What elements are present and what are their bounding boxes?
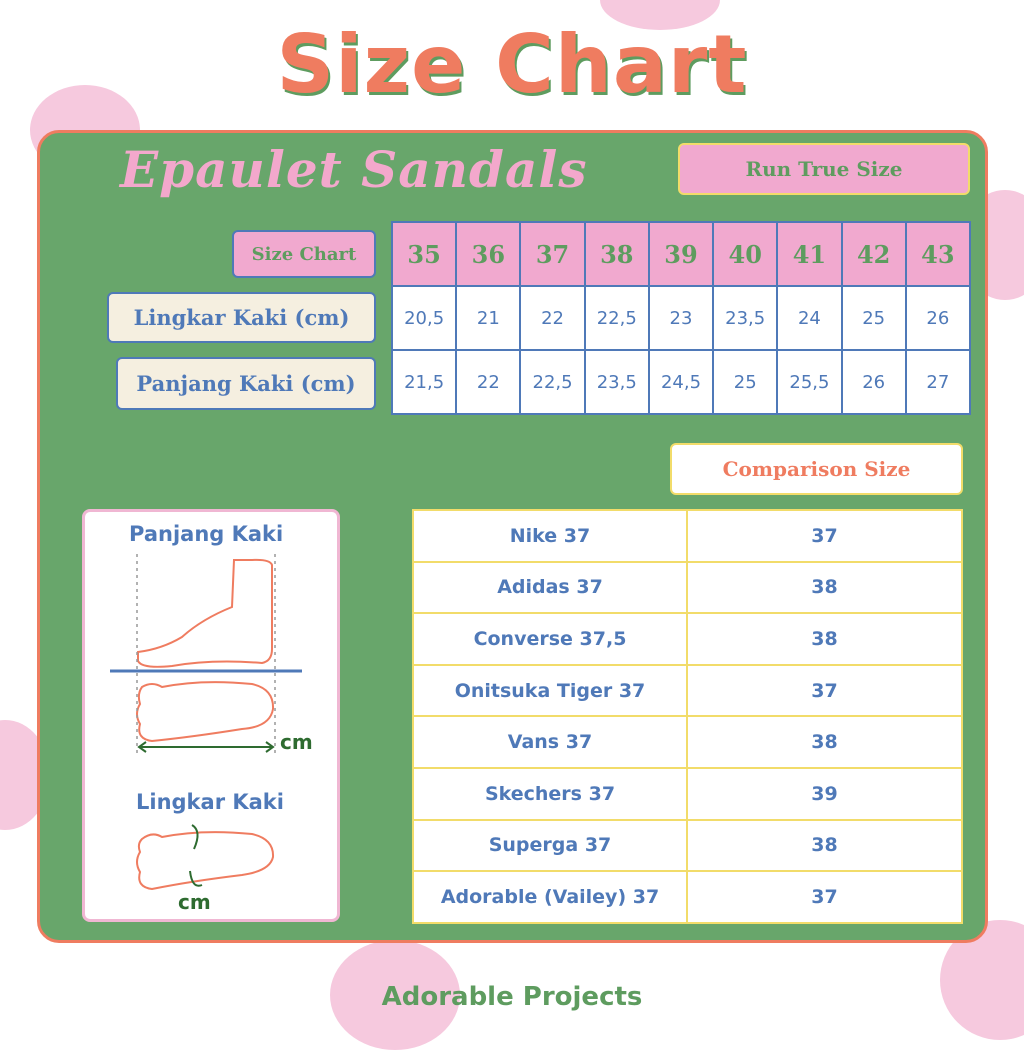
- size-value-cell: 25,5: [776, 349, 843, 415]
- size-value-cell: 22: [519, 285, 586, 351]
- comparison-size: 38: [686, 560, 963, 615]
- comparison-row: Converse 37,5 38: [412, 612, 963, 666]
- lingkar-row: 20,5 21 22 22,5 23 23,5 24 25 26: [390, 285, 972, 351]
- row-label-panjang: Panjang Kaki (cm): [116, 357, 376, 410]
- foot-illustration-icon: [110, 554, 302, 891]
- comparison-size: 38: [686, 612, 963, 666]
- size-value-cell: 22,5: [583, 285, 650, 351]
- size-header-row: 35 36 37 38 39 40 41 42 43: [390, 221, 972, 287]
- comparison-title: Comparison Size: [670, 443, 963, 495]
- size-chart-label: Size Chart: [232, 230, 376, 278]
- size-header-cell: 39: [647, 221, 715, 287]
- comparison-size: 38: [686, 818, 963, 873]
- size-value-cell: 26: [904, 285, 972, 351]
- size-header-cell: 40: [712, 221, 779, 287]
- size-header-cell: 35: [390, 221, 458, 287]
- comparison-size: 38: [686, 715, 963, 769]
- comparison-row: Adidas 37 38: [412, 560, 963, 615]
- comparison-row: Adorable (Vailey) 37 37: [412, 870, 963, 924]
- comparison-row: Superga 37 38: [412, 818, 963, 873]
- comparison-row: Skechers 37 39: [412, 766, 963, 821]
- fit-badge: Run True Size: [678, 143, 970, 195]
- comparison-row: Onitsuka Tiger 37 37: [412, 663, 963, 718]
- comparison-table: Nike 37 37 Adidas 37 38 Converse 37,5 38 Onits…: [412, 509, 963, 924]
- size-header-cell: 37: [519, 221, 586, 287]
- size-header-cell: 42: [840, 221, 907, 287]
- measurement-guide-card: Panjang Kaki cm Lingkar Kaki cm: [82, 509, 340, 922]
- comparison-brand: Skechers 37: [412, 766, 688, 821]
- length-unit-label: cm: [280, 730, 313, 754]
- product-name: Epaulet Sandals: [120, 140, 588, 199]
- comparison-brand: Superga 37: [412, 818, 688, 873]
- size-value-cell: 27: [904, 349, 972, 415]
- girth-unit-label: cm: [178, 890, 211, 914]
- comparison-row: Nike 37 37: [412, 509, 963, 563]
- size-value-cell: 21,5: [390, 349, 458, 415]
- page-title: Size Chart: [276, 18, 748, 111]
- comparison-brand: Converse 37,5: [412, 612, 688, 666]
- comparison-size: 37: [686, 870, 963, 924]
- size-value-cell: 23,5: [583, 349, 650, 415]
- size-value-cell: 26: [840, 349, 907, 415]
- size-header-cell: 41: [776, 221, 843, 287]
- size-header-cell: 43: [904, 221, 972, 287]
- row-label-lingkar: Lingkar Kaki (cm): [107, 292, 376, 343]
- size-value-cell: 23,5: [712, 285, 779, 351]
- comparison-brand: Onitsuka Tiger 37: [412, 663, 688, 718]
- panjang-row: 21,5 22 22,5 23,5 24,5 25 25,5 26 27: [390, 349, 972, 415]
- size-value-cell: 21: [455, 285, 522, 351]
- girth-guide-title: Lingkar Kaki: [136, 790, 284, 814]
- size-value-cell: 25: [712, 349, 779, 415]
- footer-brand: Adorable Projects: [381, 982, 643, 1012]
- size-header-cell: 36: [455, 221, 522, 287]
- comparison-brand: Nike 37: [412, 509, 688, 563]
- comparison-brand: Vans 37: [412, 715, 688, 769]
- size-header-cell: 38: [583, 221, 650, 287]
- comparison-size: 39: [686, 766, 963, 821]
- size-value-cell: 22,5: [519, 349, 586, 415]
- size-value-cell: 23: [647, 285, 715, 351]
- size-value-cell: 25: [840, 285, 907, 351]
- size-table: 35 36 37 38 39 40 41 42 43 20,5 21 22 22,5 23 23,5 24 2…: [390, 221, 972, 415]
- comparison-brand: Adorable (Vailey) 37: [412, 870, 688, 924]
- comparison-size: 37: [686, 509, 963, 563]
- size-value-cell: 24: [776, 285, 843, 351]
- size-value-cell: 20,5: [390, 285, 458, 351]
- comparison-size: 37: [686, 663, 963, 718]
- length-guide-title: Panjang Kaki: [129, 522, 284, 546]
- size-value-cell: 22: [455, 349, 522, 415]
- comparison-row: Vans 37 38: [412, 715, 963, 769]
- size-value-cell: 24,5: [647, 349, 715, 415]
- comparison-brand: Adidas 37: [412, 560, 688, 615]
